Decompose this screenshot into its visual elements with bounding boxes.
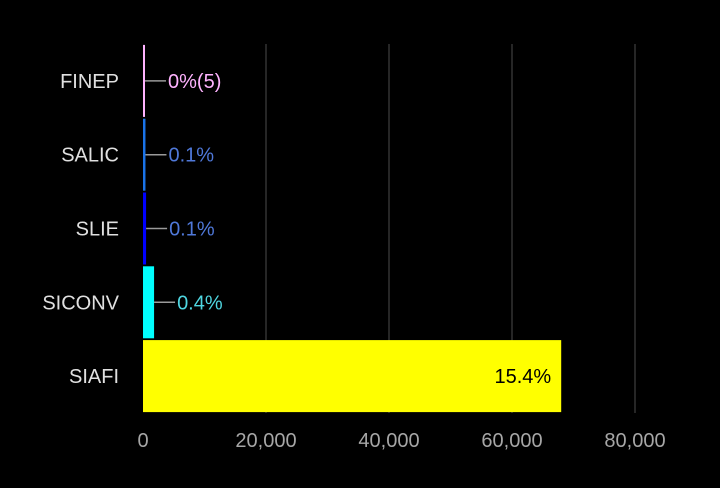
data-labels: 0%(5) 0.1% 0.1% 0.4% 15.4% [168, 71, 551, 388]
bar [143, 118, 146, 191]
bars [143, 44, 562, 413]
bar [143, 266, 155, 339]
bar [143, 44, 145, 117]
x-tick-label: 40,000 [358, 430, 419, 452]
x-tick-label: 60,000 [481, 430, 542, 452]
data-label: 0.1% [168, 145, 214, 167]
data-label: 0.1% [169, 219, 215, 241]
bar [143, 192, 147, 265]
x-axis-tick-labels: 0 20,000 40,000 60,000 80,000 [137, 430, 665, 452]
y-tick-label: SICONV [42, 292, 119, 314]
data-label: 0%(5) [168, 71, 221, 93]
y-tick-label: SIAFI [69, 366, 119, 388]
y-tick-label: FINEP [60, 71, 119, 93]
x-tick-label: 80,000 [604, 430, 665, 452]
x-tick-label: 0 [137, 430, 148, 452]
data-label: 15.4% [494, 366, 551, 388]
x-tick-label: 20,000 [235, 430, 296, 452]
bar [143, 340, 562, 413]
y-tick-label: SLIE [76, 219, 119, 241]
y-tick-label: SALIC [61, 145, 119, 167]
y-axis-tick-labels: FINEP SALIC SLIE SICONV SIAFI [42, 71, 119, 388]
label-leaders [145, 80, 176, 304]
data-label: 0.4% [177, 292, 223, 314]
